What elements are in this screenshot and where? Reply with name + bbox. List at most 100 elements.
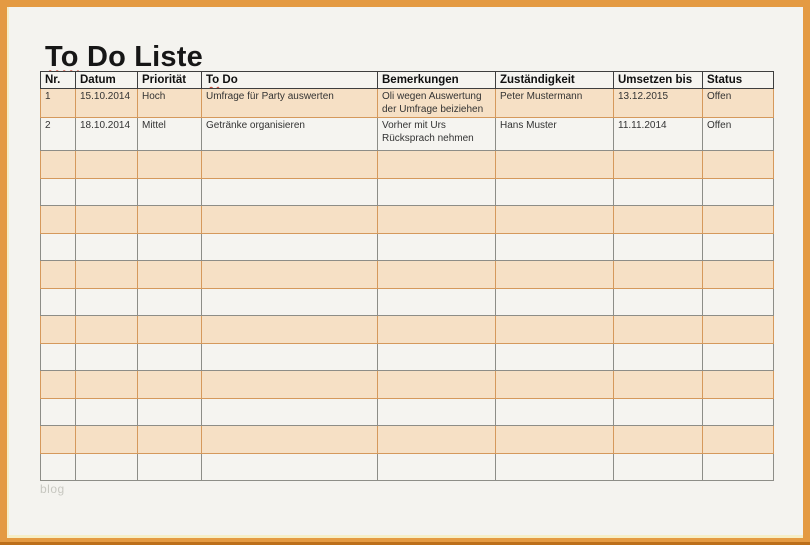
cell-empty — [495, 342, 614, 371]
cell-empty — [702, 150, 774, 179]
cell-empty — [377, 342, 496, 371]
cell-empty — [40, 205, 76, 234]
cell-empty — [137, 287, 202, 316]
table-row-empty — [40, 397, 774, 426]
cell-empty — [201, 425, 378, 454]
cell-empty — [40, 287, 76, 316]
cell-empty — [702, 370, 774, 399]
cell-empty — [377, 205, 496, 234]
cell-empty — [75, 397, 138, 426]
column-header-todo-rest: Do — [219, 74, 238, 86]
cell-nr: 1 — [40, 88, 76, 118]
column-header-nr: Nr. — [40, 71, 76, 89]
cell-empty — [702, 425, 774, 454]
cell-bemerkungen: Vorher mit Urs Rücksprach nehmen — [377, 117, 496, 151]
cell-umsetzen-bis: 13.12.2015 — [613, 88, 703, 118]
cell-empty — [702, 205, 774, 234]
cell-empty — [201, 150, 378, 179]
column-header-datum: Datum — [75, 71, 138, 89]
cell-empty — [702, 287, 774, 316]
cell-empty — [137, 177, 202, 206]
cell-empty — [613, 370, 703, 399]
cell-empty — [377, 370, 496, 399]
cell-empty — [137, 315, 202, 344]
cell-empty — [702, 315, 774, 344]
cell-zustaendigkeit: Hans Muster — [495, 117, 614, 151]
cell-empty — [40, 150, 76, 179]
cell-empty — [377, 315, 496, 344]
cell-empty — [495, 315, 614, 344]
cell-empty — [75, 315, 138, 344]
page-title: To Do Liste — [45, 41, 203, 74]
cell-empty — [495, 425, 614, 454]
cell-empty — [613, 150, 703, 179]
cell-empty — [377, 452, 496, 481]
cell-empty — [613, 452, 703, 481]
table-row-empty — [40, 205, 774, 234]
cell-empty — [75, 150, 138, 179]
cell-empty — [613, 315, 703, 344]
cell-empty — [137, 370, 202, 399]
table-row-empty — [40, 232, 774, 261]
cell-umsetzen-bis: 11.11.2014 — [613, 117, 703, 151]
frame-bottom-edge — [0, 542, 810, 545]
cell-empty — [201, 260, 378, 289]
cell-empty — [495, 287, 614, 316]
cell-empty — [201, 287, 378, 316]
cell-prioritaet: Mittel — [137, 117, 202, 151]
table-row-empty — [40, 425, 774, 454]
cell-empty — [495, 150, 614, 179]
cell-empty — [40, 370, 76, 399]
cell-empty — [377, 260, 496, 289]
cell-empty — [377, 232, 496, 261]
column-header-todo-underlined: To — [206, 74, 220, 86]
column-header-prioritaet: Priorität — [137, 71, 202, 89]
cell-empty — [495, 205, 614, 234]
cell-empty — [377, 177, 496, 206]
cell-empty — [613, 287, 703, 316]
page-title-rest: Do Liste — [78, 41, 203, 74]
cell-empty — [75, 232, 138, 261]
cell-status: Offen — [702, 117, 774, 151]
column-header-status: Status — [702, 71, 774, 89]
table-row-empty — [40, 287, 774, 316]
cell-empty — [201, 205, 378, 234]
column-header-zustaendigkeit: Zuständigkeit — [495, 71, 614, 89]
cell-empty — [201, 370, 378, 399]
cell-datum: 15.10.2014 — [75, 88, 138, 118]
cell-empty — [613, 177, 703, 206]
cell-nr: 2 — [40, 117, 76, 151]
cell-empty — [702, 397, 774, 426]
table-header-row: Nr. Datum Priorität To Do Bemerkungen Zu… — [40, 71, 774, 89]
cell-empty — [40, 342, 76, 371]
cell-empty — [137, 425, 202, 454]
cell-status: Offen — [702, 88, 774, 118]
cell-empty — [137, 150, 202, 179]
cell-datum: 18.10.2014 — [75, 117, 138, 151]
cell-empty — [75, 370, 138, 399]
cell-empty — [495, 260, 614, 289]
cell-zustaendigkeit: Peter Mustermann — [495, 88, 614, 118]
cell-empty — [137, 342, 202, 371]
cell-empty — [75, 342, 138, 371]
cell-empty — [377, 397, 496, 426]
table-row-empty — [40, 370, 774, 399]
cell-empty — [495, 397, 614, 426]
cell-empty — [377, 150, 496, 179]
column-header-todo: To Do — [201, 71, 378, 89]
table-row-empty — [40, 342, 774, 371]
todo-table: Nr. Datum Priorität To Do Bemerkungen Zu… — [40, 71, 774, 481]
cell-empty — [40, 232, 76, 261]
cell-empty — [495, 370, 614, 399]
cell-empty — [613, 260, 703, 289]
cell-empty — [613, 425, 703, 454]
watermark-text: blog — [40, 482, 65, 496]
cell-empty — [75, 452, 138, 481]
cell-empty — [613, 342, 703, 371]
cell-empty — [75, 177, 138, 206]
cell-empty — [201, 232, 378, 261]
cell-empty — [40, 425, 76, 454]
cell-empty — [377, 425, 496, 454]
cell-empty — [75, 425, 138, 454]
